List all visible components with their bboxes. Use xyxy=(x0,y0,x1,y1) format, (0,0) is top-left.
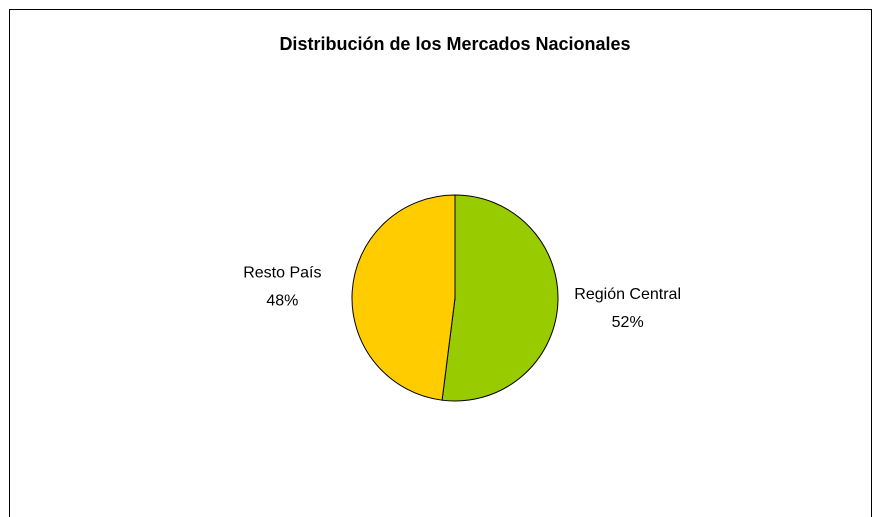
pie-slice xyxy=(441,194,559,402)
slice-value-label: 48% xyxy=(266,292,298,309)
slice-label: Región Central xyxy=(574,286,681,303)
slice-label: Resto País xyxy=(243,264,321,281)
chart-title: Distribución de los Mercados Nacionales xyxy=(279,34,630,54)
slice-value-label: 52% xyxy=(612,314,644,331)
pie-slice xyxy=(351,194,456,401)
